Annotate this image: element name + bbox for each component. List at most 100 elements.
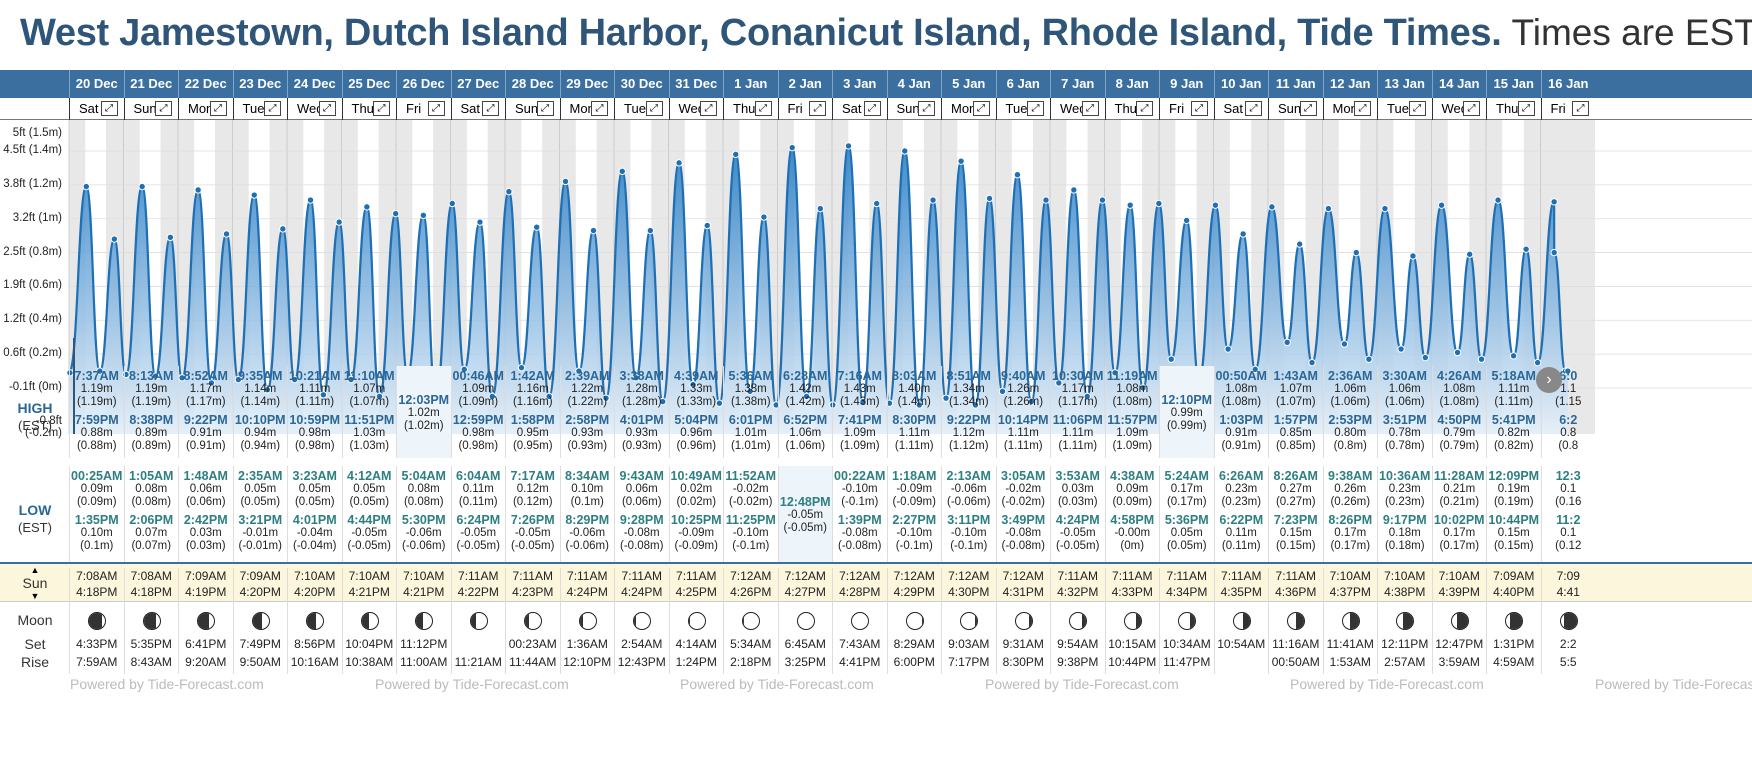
tide-time: 1:48AM	[183, 469, 228, 483]
moon-phase-icon	[1014, 612, 1033, 630]
expand-day-button[interactable]: ⤢	[1408, 101, 1426, 116]
sunset-time: 4:24PM	[566, 585, 608, 599]
sun-cell: 7:10AM 4:21PM	[341, 568, 397, 602]
high-tide-1: 8:03AM 1.40m (1.4m)	[888, 370, 942, 409]
moonrise-time: 11:21AM	[454, 655, 502, 669]
tide-height: 0.15m	[1497, 527, 1530, 539]
tide-time: 10:44PM	[1488, 513, 1540, 527]
high-tide-cell: 5:36AM 1.38m (1.38m) 6:01PM 1.01m (1.01m)	[723, 366, 778, 458]
tide-height-alt: (0.82m)	[1493, 440, 1534, 452]
tide-time: 3:05AM	[1001, 469, 1046, 483]
moon-phase-icon	[524, 612, 543, 630]
sunrise-time: 7:09	[1556, 569, 1580, 583]
moonset-time: 10:54AM	[1217, 637, 1266, 651]
high-tide-2: 7:59PM 0.88m (0.88m)	[70, 414, 124, 453]
tide-point	[448, 199, 456, 208]
tide-time: 2:06PM	[129, 513, 174, 527]
tide-height-alt: (-0.05m)	[347, 540, 391, 552]
expand-day-button[interactable]: ⤢	[645, 101, 663, 116]
moonrise-time: 00:50AM	[1271, 655, 1320, 669]
tide-height: 0.06m	[189, 483, 222, 495]
tide-height-alt: (1.03m)	[349, 440, 390, 452]
low-tide-1: 8:26AM 0.27m (0.27m)	[1269, 470, 1323, 509]
expand-day-button[interactable]: ⤢	[155, 101, 172, 116]
expand-day-button[interactable]: ⤢	[1027, 101, 1044, 116]
low-tide-2: 10:44PM 0.15m (0.15m)	[1487, 514, 1541, 553]
expand-day-button[interactable]: ⤢	[1081, 101, 1099, 116]
low-tide-cell: 11:52AM -0.02m (-0.02m) 11:25PM -0.10m (-0.1m…	[723, 466, 778, 562]
moon-shadow	[198, 613, 209, 629]
tide-time: 1:57PM	[1273, 413, 1318, 427]
sunset-time: 4:23PM	[512, 585, 554, 599]
expand-day-button[interactable]: ⤢	[972, 101, 990, 116]
expand-day-button[interactable]: ⤢	[536, 101, 554, 116]
expand-day-button[interactable]: ⤢	[482, 101, 499, 116]
tide-point	[929, 196, 937, 204]
moonset-time: 10:04PM	[345, 637, 394, 651]
tide-point	[746, 387, 754, 396]
tide-point	[618, 167, 626, 176]
high-tide-1: 7:16AM 1.43m (1.43m)	[833, 370, 887, 409]
moonrise-time: 11:44AM	[509, 655, 557, 669]
tide-height: -0.01m	[242, 527, 279, 539]
expand-day-button[interactable]: ⤢	[100, 101, 118, 116]
tide-time: 11:19AM	[1106, 369, 1158, 383]
tide-height-alt: (-0.05m)	[1056, 540, 1100, 552]
low-tide-1: 11:52AM -0.02m (-0.02m)	[724, 470, 778, 509]
moon-shadow	[975, 613, 978, 629]
low-tide-1: 6:26AM 0.23m (0.23m)	[1215, 470, 1269, 509]
tide-point	[1365, 355, 1373, 363]
sunrise-time: 7:11AM	[458, 569, 499, 583]
tide-height: 0.12m	[516, 483, 549, 495]
tide-height-alt: (1.09m)	[839, 440, 880, 452]
expand-day-button[interactable]: ⤢	[700, 101, 717, 116]
page-header: West Jamestown, Dutch Island Harbor, Con…	[0, 0, 1752, 70]
tide-height: 1.06m	[789, 427, 822, 439]
tide-height-alt: (1.11m)	[295, 396, 335, 408]
expand-day-button[interactable]: ⤢	[591, 101, 608, 116]
sunrise-time: 7:12AM	[1002, 569, 1044, 583]
tide-point	[998, 387, 1007, 396]
tide-height-alt: (0.05m)	[1166, 540, 1207, 552]
tide-point	[703, 221, 711, 230]
expand-day-button[interactable]: ⤢	[373, 101, 390, 116]
expand-day-button[interactable]: ⤢	[1245, 101, 1262, 116]
expand-day-button[interactable]: ⤢	[1463, 101, 1480, 116]
tide-point	[1494, 196, 1502, 204]
low-tide-cell: 2:35AM 0.05m (0.05m) 3:21PM -0.01m (-0.01m)	[232, 466, 288, 562]
tide-time: 5:30PM	[401, 513, 446, 527]
tide-point	[872, 199, 881, 208]
expand-day-button[interactable]: ⤢	[1190, 101, 1208, 116]
expand-day-button[interactable]: ⤢	[863, 101, 881, 116]
expand-day-button[interactable]: ⤢	[318, 101, 336, 116]
expand-day-button[interactable]: ⤢	[1299, 101, 1317, 116]
expand-day-button[interactable]: ⤢	[1572, 101, 1589, 116]
tide-point	[575, 367, 583, 375]
expand-day-button[interactable]: ⤢	[209, 101, 227, 116]
low-tide-1: 1:48AM 0.06m (0.06m)	[179, 470, 233, 509]
sunset-time: 4:38PM	[1384, 585, 1426, 599]
tide-point	[290, 375, 299, 384]
tide-time: 1:58PM	[510, 413, 555, 427]
low-tide-2: 2:06PM 0.07m (0.07m)	[125, 514, 179, 553]
expand-day-button[interactable]: ⤢	[1517, 101, 1535, 116]
low-tide-2: 5:36PM 0.05m (0.05m)	[1160, 514, 1214, 553]
tide-height: 0.08m	[407, 483, 440, 495]
expand-day-button[interactable]: ⤢	[918, 101, 935, 116]
sun-cell: 7:12AM 4:26PM	[723, 568, 778, 602]
watermark-text: Powered by Tide-Forecast.com	[375, 676, 569, 692]
low-label: LOW	[18, 502, 52, 518]
expand-day-button[interactable]: ⤢	[264, 101, 281, 116]
tide-point	[646, 226, 655, 235]
expand-day-button[interactable]: ⤢	[1354, 101, 1371, 116]
expand-day-button[interactable]: ⤢	[809, 101, 826, 116]
sunrise-time: 7:09AM	[239, 569, 281, 583]
moonset-time: 11:41AM	[1326, 637, 1374, 651]
weekday-cell: Mon ⤢	[559, 98, 615, 120]
expand-day-button[interactable]: ⤢	[427, 101, 445, 116]
expand-day-button[interactable]: ⤢	[754, 101, 772, 116]
scroll-right-button[interactable]: ›	[1536, 367, 1562, 393]
expand-day-button[interactable]: ⤢	[1136, 101, 1153, 116]
watermark-text: Powered by Tide-Forecast.com	[70, 676, 264, 692]
high-tide-1: 9:40AM 1.26m (1.26m)	[997, 370, 1051, 409]
